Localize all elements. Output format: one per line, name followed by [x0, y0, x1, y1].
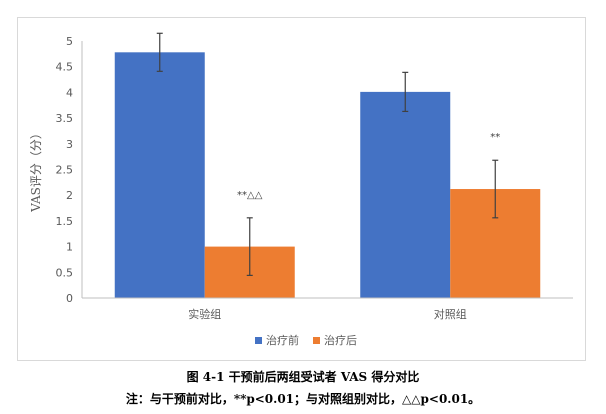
figure-caption: 图 4-1 干预前后两组受试者 VAS 得分对比 — [186, 370, 420, 384]
legend-label: 治疗前 — [266, 333, 299, 347]
y-tick-label: 0.5 — [56, 266, 74, 279]
legend-label: 治疗后 — [324, 333, 357, 347]
y-tick-label: 5 — [66, 35, 73, 48]
y-tick-label: 1 — [66, 241, 73, 254]
bar — [114, 52, 205, 298]
y-tick-label: 4.5 — [56, 61, 74, 74]
y-tick-label: 1.5 — [56, 215, 74, 228]
x-tick-label: 对照组 — [434, 307, 467, 321]
vas-bar-chart: 0 0.5 1 1.5 2 2.5 3 3.5 4 4.5 5 实验组 对照组 **△△ ** VAS评分（分… — [29, 32, 573, 347]
figure-note: 注：与干预前对比，**p<0.01；与对照组别对比，△△p<0.01。 — [125, 392, 481, 406]
significance-annotation: **△△ — [237, 190, 263, 201]
y-tick-label: 2 — [66, 189, 73, 202]
y-axis-title: VAS评分（分） — [29, 127, 43, 213]
x-tick-label: 实验组 — [188, 307, 221, 321]
y-tick-label: 0 — [66, 292, 73, 305]
legend-swatch — [313, 337, 320, 344]
y-tick-label: 3.5 — [56, 112, 74, 125]
significance-annotation: ** — [490, 132, 500, 143]
bar — [360, 91, 451, 298]
y-tick-label: 4 — [66, 86, 73, 99]
legend-swatch — [255, 337, 262, 344]
y-tick-label: 3 — [66, 138, 73, 151]
y-tick-label: 2.5 — [56, 164, 74, 177]
chart-frame — [17, 17, 586, 361]
